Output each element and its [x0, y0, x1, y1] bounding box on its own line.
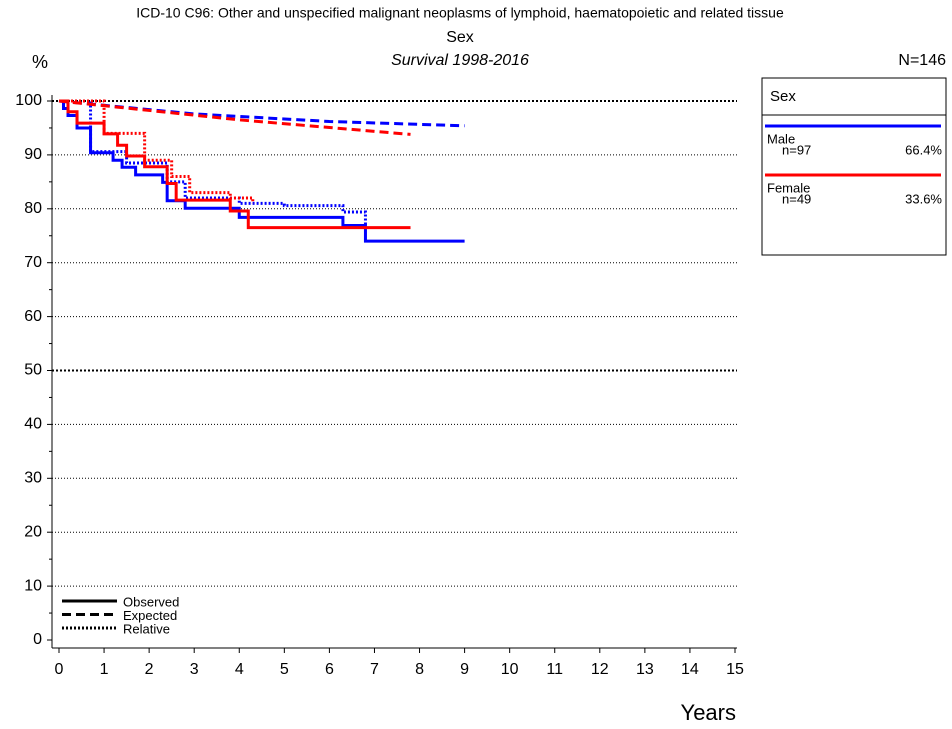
x-tick-label: 10 [501, 661, 519, 678]
x-axis-label: Years [681, 700, 736, 725]
survival-curve [59, 99, 367, 225]
legend-share: 66.4% [905, 142, 942, 157]
x-tick-label: 6 [325, 661, 334, 678]
x-tick-label: 12 [591, 661, 609, 678]
x-tick-label: 1 [100, 661, 109, 678]
y-axis-label: % [32, 52, 48, 72]
legend-share: 33.6% [905, 191, 942, 206]
x-tick-label: 2 [145, 661, 154, 678]
x-tick-label: 9 [460, 661, 469, 678]
chart-title: ICD-10 C96: Other and unspecified malign… [136, 5, 784, 21]
survival-curve [58, 99, 411, 136]
legend-label: Male [767, 131, 795, 146]
survival-curve [59, 99, 465, 243]
legend-label: Female [767, 180, 810, 195]
y-tick-label: 40 [24, 416, 42, 433]
x-tick-label: 0 [55, 661, 64, 678]
y-tick-label: 50 [24, 362, 42, 379]
total-count: N=146 [898, 52, 946, 69]
survival-curve [59, 99, 411, 230]
x-tick-label: 5 [280, 661, 289, 678]
legend-title: Sex [770, 88, 796, 105]
y-tick-label: 60 [24, 308, 42, 325]
legend-box [761, 77, 947, 256]
y-tick-label: 0 [33, 631, 42, 648]
y-tick-label: 70 [24, 254, 42, 271]
x-tick-label: 11 [546, 661, 563, 678]
style-legend-label: Relative [123, 621, 170, 636]
style-legend-label: Expected [123, 608, 177, 623]
y-tick-label: 20 [24, 523, 42, 540]
y-tick-label: 90 [24, 146, 42, 163]
y-tick-label: 100 [15, 92, 42, 109]
x-tick-label: 8 [415, 661, 424, 678]
legend-count: n=49 [782, 191, 811, 206]
chart-subtitle: Sex [446, 29, 474, 46]
x-tick-label: 14 [681, 661, 699, 678]
survival-curve [59, 99, 255, 204]
period: Survival 1998-2016 [391, 52, 529, 69]
x-tick-label: 13 [636, 661, 654, 678]
x-tick-label: 4 [235, 661, 244, 678]
survival-curve [58, 99, 465, 128]
style-legend-label: Observed [123, 594, 179, 609]
y-tick-label: 80 [24, 200, 42, 217]
legend-count: n=97 [782, 142, 811, 157]
y-tick-label: 30 [24, 470, 42, 487]
x-tick-label: 15 [726, 661, 744, 678]
x-tick-label: 7 [370, 661, 379, 678]
y-tick-label: 10 [24, 577, 42, 594]
x-tick-label: 3 [190, 661, 199, 678]
